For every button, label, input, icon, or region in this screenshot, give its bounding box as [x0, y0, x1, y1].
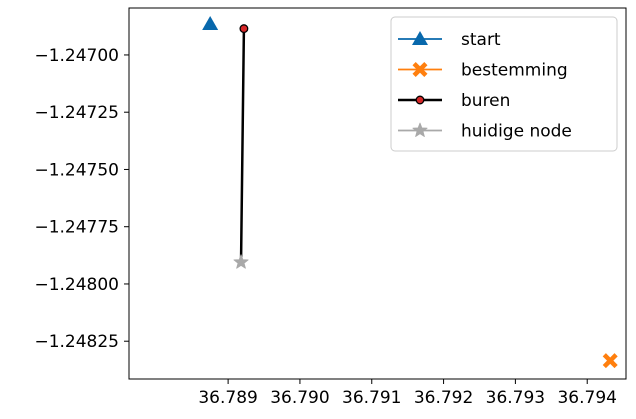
- y-tick-label: −1.24725: [34, 103, 119, 123]
- series-start: [202, 16, 219, 31]
- x-tick-label: 36.790: [270, 388, 329, 408]
- x-tick-label: 36.791: [342, 388, 401, 408]
- y-axis-ticks: −1.24700 −1.24725 −1.24750 −1.24775 −1.24800…: [34, 46, 129, 352]
- x-tick-label: 36.794: [557, 388, 616, 408]
- data-point-start: [202, 16, 219, 31]
- series-line-buren: [239, 27, 246, 264]
- legend-marker-bestemming: [412, 62, 428, 77]
- legend: start bestemming buren huidige node: [390, 16, 618, 152]
- data-point-buren: [239, 24, 249, 34]
- legend-entry-start: start: [398, 30, 501, 50]
- legend-box: [390, 16, 618, 152]
- legend-label: start: [461, 30, 501, 50]
- y-tick-label: −1.24750: [34, 160, 119, 180]
- data-point-huidige-node: [233, 254, 249, 269]
- series-huidige-node: [233, 254, 249, 269]
- y-tick-label: −1.24825: [34, 332, 119, 352]
- series-buren: [239, 24, 249, 264]
- legend-entry-huidige-node: huidige node: [398, 122, 572, 142]
- legend-entry-buren: buren: [398, 91, 510, 111]
- series-layer: [202, 16, 618, 369]
- x-tick-label: 36.789: [198, 388, 257, 408]
- legend-label: huidige node: [461, 122, 572, 142]
- legend-marker-start: [412, 31, 428, 45]
- y-tick-label: −1.24775: [34, 218, 119, 238]
- legend-marker-huidige-node: [412, 122, 428, 137]
- y-tick-label: −1.24700: [34, 46, 119, 66]
- legend-entries: start bestemming buren huidige node: [398, 30, 572, 142]
- x-tick-label: 36.793: [486, 388, 545, 408]
- legend-marker-buren: [415, 95, 425, 105]
- x-tick-label: 36.792: [414, 388, 473, 408]
- plot-frame: [128, 7, 627, 380]
- x-axis-ticks: 36.789 36.790 36.791 36.792 36.793 36.794: [198, 379, 617, 408]
- legend-entry-bestemming: bestemming: [398, 61, 568, 81]
- series-bestemming: [602, 353, 618, 369]
- data-point-bestemming: [602, 353, 618, 369]
- y-tick-label: −1.24800: [34, 275, 119, 295]
- legend-label: bestemming: [461, 61, 568, 81]
- legend-label: buren: [461, 91, 510, 111]
